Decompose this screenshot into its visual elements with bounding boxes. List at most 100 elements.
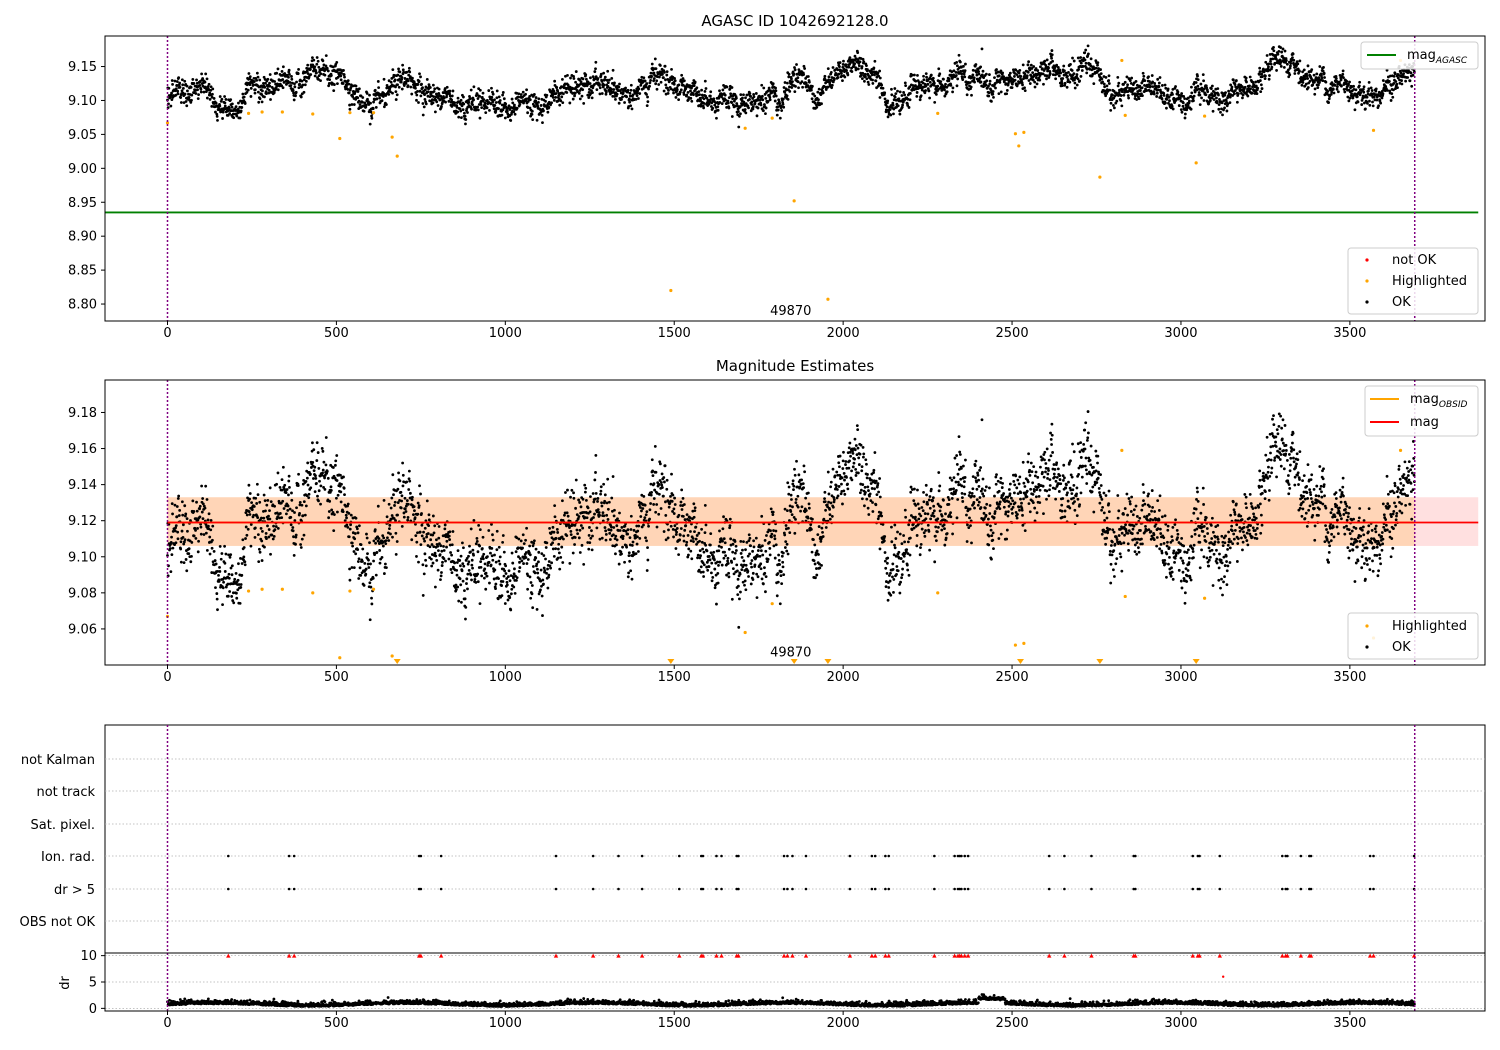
ok-point [366,562,370,566]
ok-point [655,87,659,91]
ok-point [313,465,317,469]
ok-point [402,84,406,87]
ok-point [606,69,610,73]
ok-point [300,79,304,83]
ok-point [541,578,545,582]
ok-point [556,99,560,103]
ok-point [1301,81,1305,84]
ok-point [1381,92,1385,96]
ok-point [302,478,306,482]
ok-point [528,544,532,548]
ok-point [472,553,475,557]
ok-point [175,80,179,83]
ok-point [893,95,897,99]
ok-point [447,99,451,103]
ok-point [1085,67,1089,71]
ok-point [532,539,536,543]
ok-point [1122,83,1125,86]
ok-point [1313,92,1317,96]
ok-point [1005,89,1009,92]
ok-point [797,68,801,72]
ok-point [964,62,967,66]
ok-point [445,85,449,89]
ok-point [1241,93,1245,97]
ok-point [394,553,398,556]
ok-point [832,77,836,81]
highlighted-point [371,111,376,115]
ok-point [1198,93,1202,97]
ok-point [939,80,943,84]
ok-point [755,114,759,118]
ok-point [1080,69,1084,72]
ok-point [1136,92,1140,96]
ok-point [1113,106,1116,110]
ok-point [646,100,650,104]
ok-point [432,531,436,535]
ok-point [354,516,358,520]
ok-point [555,527,559,531]
ok-point [436,104,440,107]
ok-point [364,567,368,571]
ok-point [345,516,348,520]
ok-point [444,100,447,104]
ok-point [830,86,834,90]
ok-point [670,67,673,71]
ok-point [191,78,195,81]
ok-point [484,571,488,575]
ok-point [362,583,366,587]
ok-point [237,562,240,566]
ok-point [175,515,179,519]
ok-point [997,74,1001,78]
ok-point [1038,78,1042,82]
ok-point [465,557,469,560]
ok-point [256,516,260,520]
ok-point [297,472,300,476]
ok-point [307,492,311,496]
ok-point [1111,103,1115,107]
ok-point [406,502,410,506]
ok-point [321,66,325,70]
ok-point [1202,99,1206,102]
ok-point [1404,79,1408,83]
ok-point [331,511,335,514]
ok-point [1035,82,1039,86]
ok-point [1212,98,1216,101]
ok-point [500,584,504,587]
ok-point [416,531,419,535]
ok-point [332,83,336,86]
ok-point [255,79,259,82]
ok-point [476,105,480,109]
ok-point [321,59,325,63]
ok-point [382,499,386,502]
ok-point [554,92,558,95]
ok-point [860,65,864,68]
ok-point [952,69,956,73]
ok-point [1381,79,1385,82]
ok-point [609,87,613,91]
ok-point [557,94,561,98]
ok-point [230,564,234,568]
ok-point [1214,91,1217,95]
ok-point [458,577,462,581]
legend-highlighted-label: Highlighted [1392,274,1467,289]
ok-point [581,77,585,81]
ok-point [963,75,967,79]
ok-point [399,490,403,494]
ok-point [968,81,972,84]
ok-point [723,93,727,97]
ok-point [1245,80,1248,84]
ok-point [479,557,483,561]
ok-point [381,544,385,548]
ok-point [606,81,610,85]
ok-point [515,579,518,582]
ok-point [342,73,346,77]
ok-point [421,102,425,105]
ok-point [669,87,673,91]
ok-point [902,91,906,94]
ok-point [400,76,404,79]
ok-point [314,477,318,480]
ok-point [428,86,432,89]
ok-point [372,559,375,563]
ok-point [589,76,592,80]
ok-point [344,513,348,517]
